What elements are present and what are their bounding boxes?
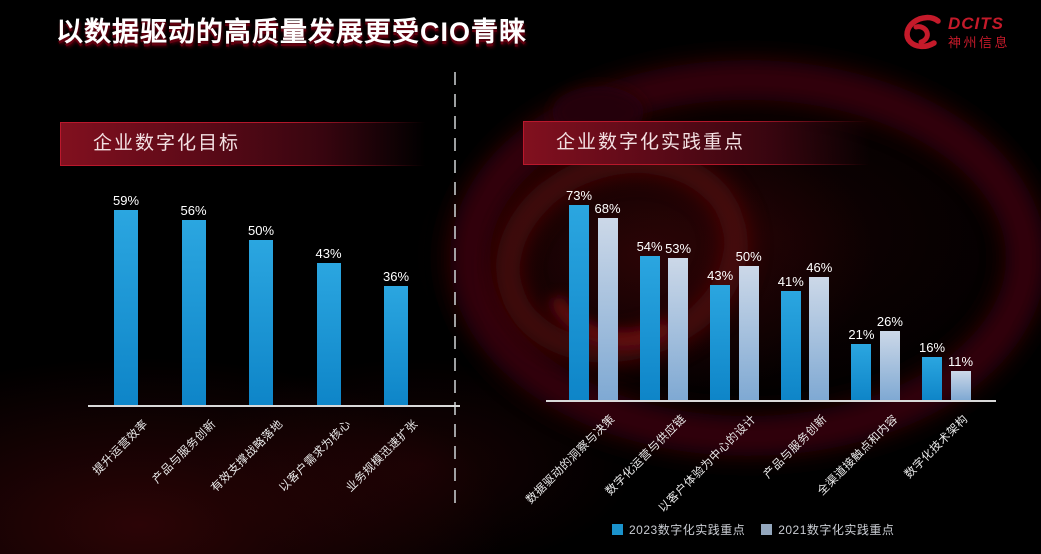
bar-goal: [181, 220, 206, 405]
bar-2021: [668, 258, 689, 400]
x-axis-line: [546, 400, 996, 402]
practices-chart-header: 企业数字化实践重点: [523, 121, 880, 165]
bar-2023: [922, 357, 942, 400]
bar-goal: [114, 210, 138, 405]
brand-text: DCITS 神州信息: [948, 15, 1010, 51]
bar-2023: [710, 285, 731, 400]
legend-item-2021: 2021数字化实践重点: [761, 521, 894, 538]
bar-value-label: 68%: [594, 201, 621, 216]
bar-value-label: 50%: [735, 249, 762, 264]
bar-goal: [316, 263, 341, 405]
bar-2021: [809, 277, 830, 400]
bar-value-label: 11%: [947, 354, 974, 369]
goals-header-border: [60, 122, 437, 166]
bar-goal: [249, 240, 273, 405]
practices-header-border: [523, 121, 880, 165]
goals-header-background: [60, 122, 437, 166]
bar-value-label: 50%: [247, 223, 275, 238]
swirl-logo-icon: [904, 14, 941, 50]
legend-swatch-2023: [612, 524, 623, 535]
bar-value-label: 16%: [918, 340, 946, 355]
practices-header-label: 企业数字化实践重点: [556, 132, 746, 153]
bar-value-label: 43%: [315, 246, 342, 261]
legend-item-2023: 2023数字化实践重点: [612, 521, 745, 538]
bar-value-label: 26%: [876, 314, 903, 329]
bar-value-label: 54%: [636, 239, 663, 254]
page-title: 以数据驱动的高质量发展更受CIO青睐: [56, 17, 528, 47]
legend-label-2021: 2021数字化实践重点: [778, 523, 895, 537]
x-axis-label: 数据驱动的洞察与决策: [524, 413, 618, 507]
bar-value-label: 73%: [565, 188, 593, 203]
bar-value-label: 41%: [777, 274, 804, 289]
bar-value-label: 46%: [806, 260, 833, 275]
bar-value-label: 36%: [382, 269, 410, 284]
bar-value-label: 56%: [180, 203, 207, 218]
bar-value-label: 43%: [707, 268, 734, 283]
chart-legend: 2023数字化实践重点 2021数字化实践重点: [612, 521, 894, 538]
legend-label-2023: 2023数字化实践重点: [629, 523, 746, 537]
bar-2021: [879, 331, 900, 400]
brand-name: DCITS: [948, 14, 1004, 33]
bar-2021: [597, 218, 618, 400]
bar-2023: [569, 205, 589, 400]
bar-2023: [639, 256, 660, 400]
brand-subtitle: 神州信息: [948, 35, 1011, 50]
bar-goal: [384, 286, 408, 405]
bar-value-label: 53%: [665, 241, 692, 256]
legend-swatch-2021: [761, 524, 773, 535]
brand-logo: DCITS 神州信息: [896, 12, 1010, 54]
x-axis-line: [88, 405, 460, 407]
bar-2023: [780, 291, 801, 400]
practices-header-background: [523, 121, 880, 165]
goals-chart-header: 企业数字化目标: [60, 122, 437, 166]
section-divider: [454, 72, 456, 510]
bar-2021: [738, 266, 759, 400]
bar-value-label: 59%: [112, 193, 140, 208]
bar-value-label: 21%: [848, 327, 875, 342]
bar-2021: [950, 371, 971, 400]
bar-2023: [851, 344, 872, 400]
goals-header-label: 企业数字化目标: [93, 133, 241, 154]
